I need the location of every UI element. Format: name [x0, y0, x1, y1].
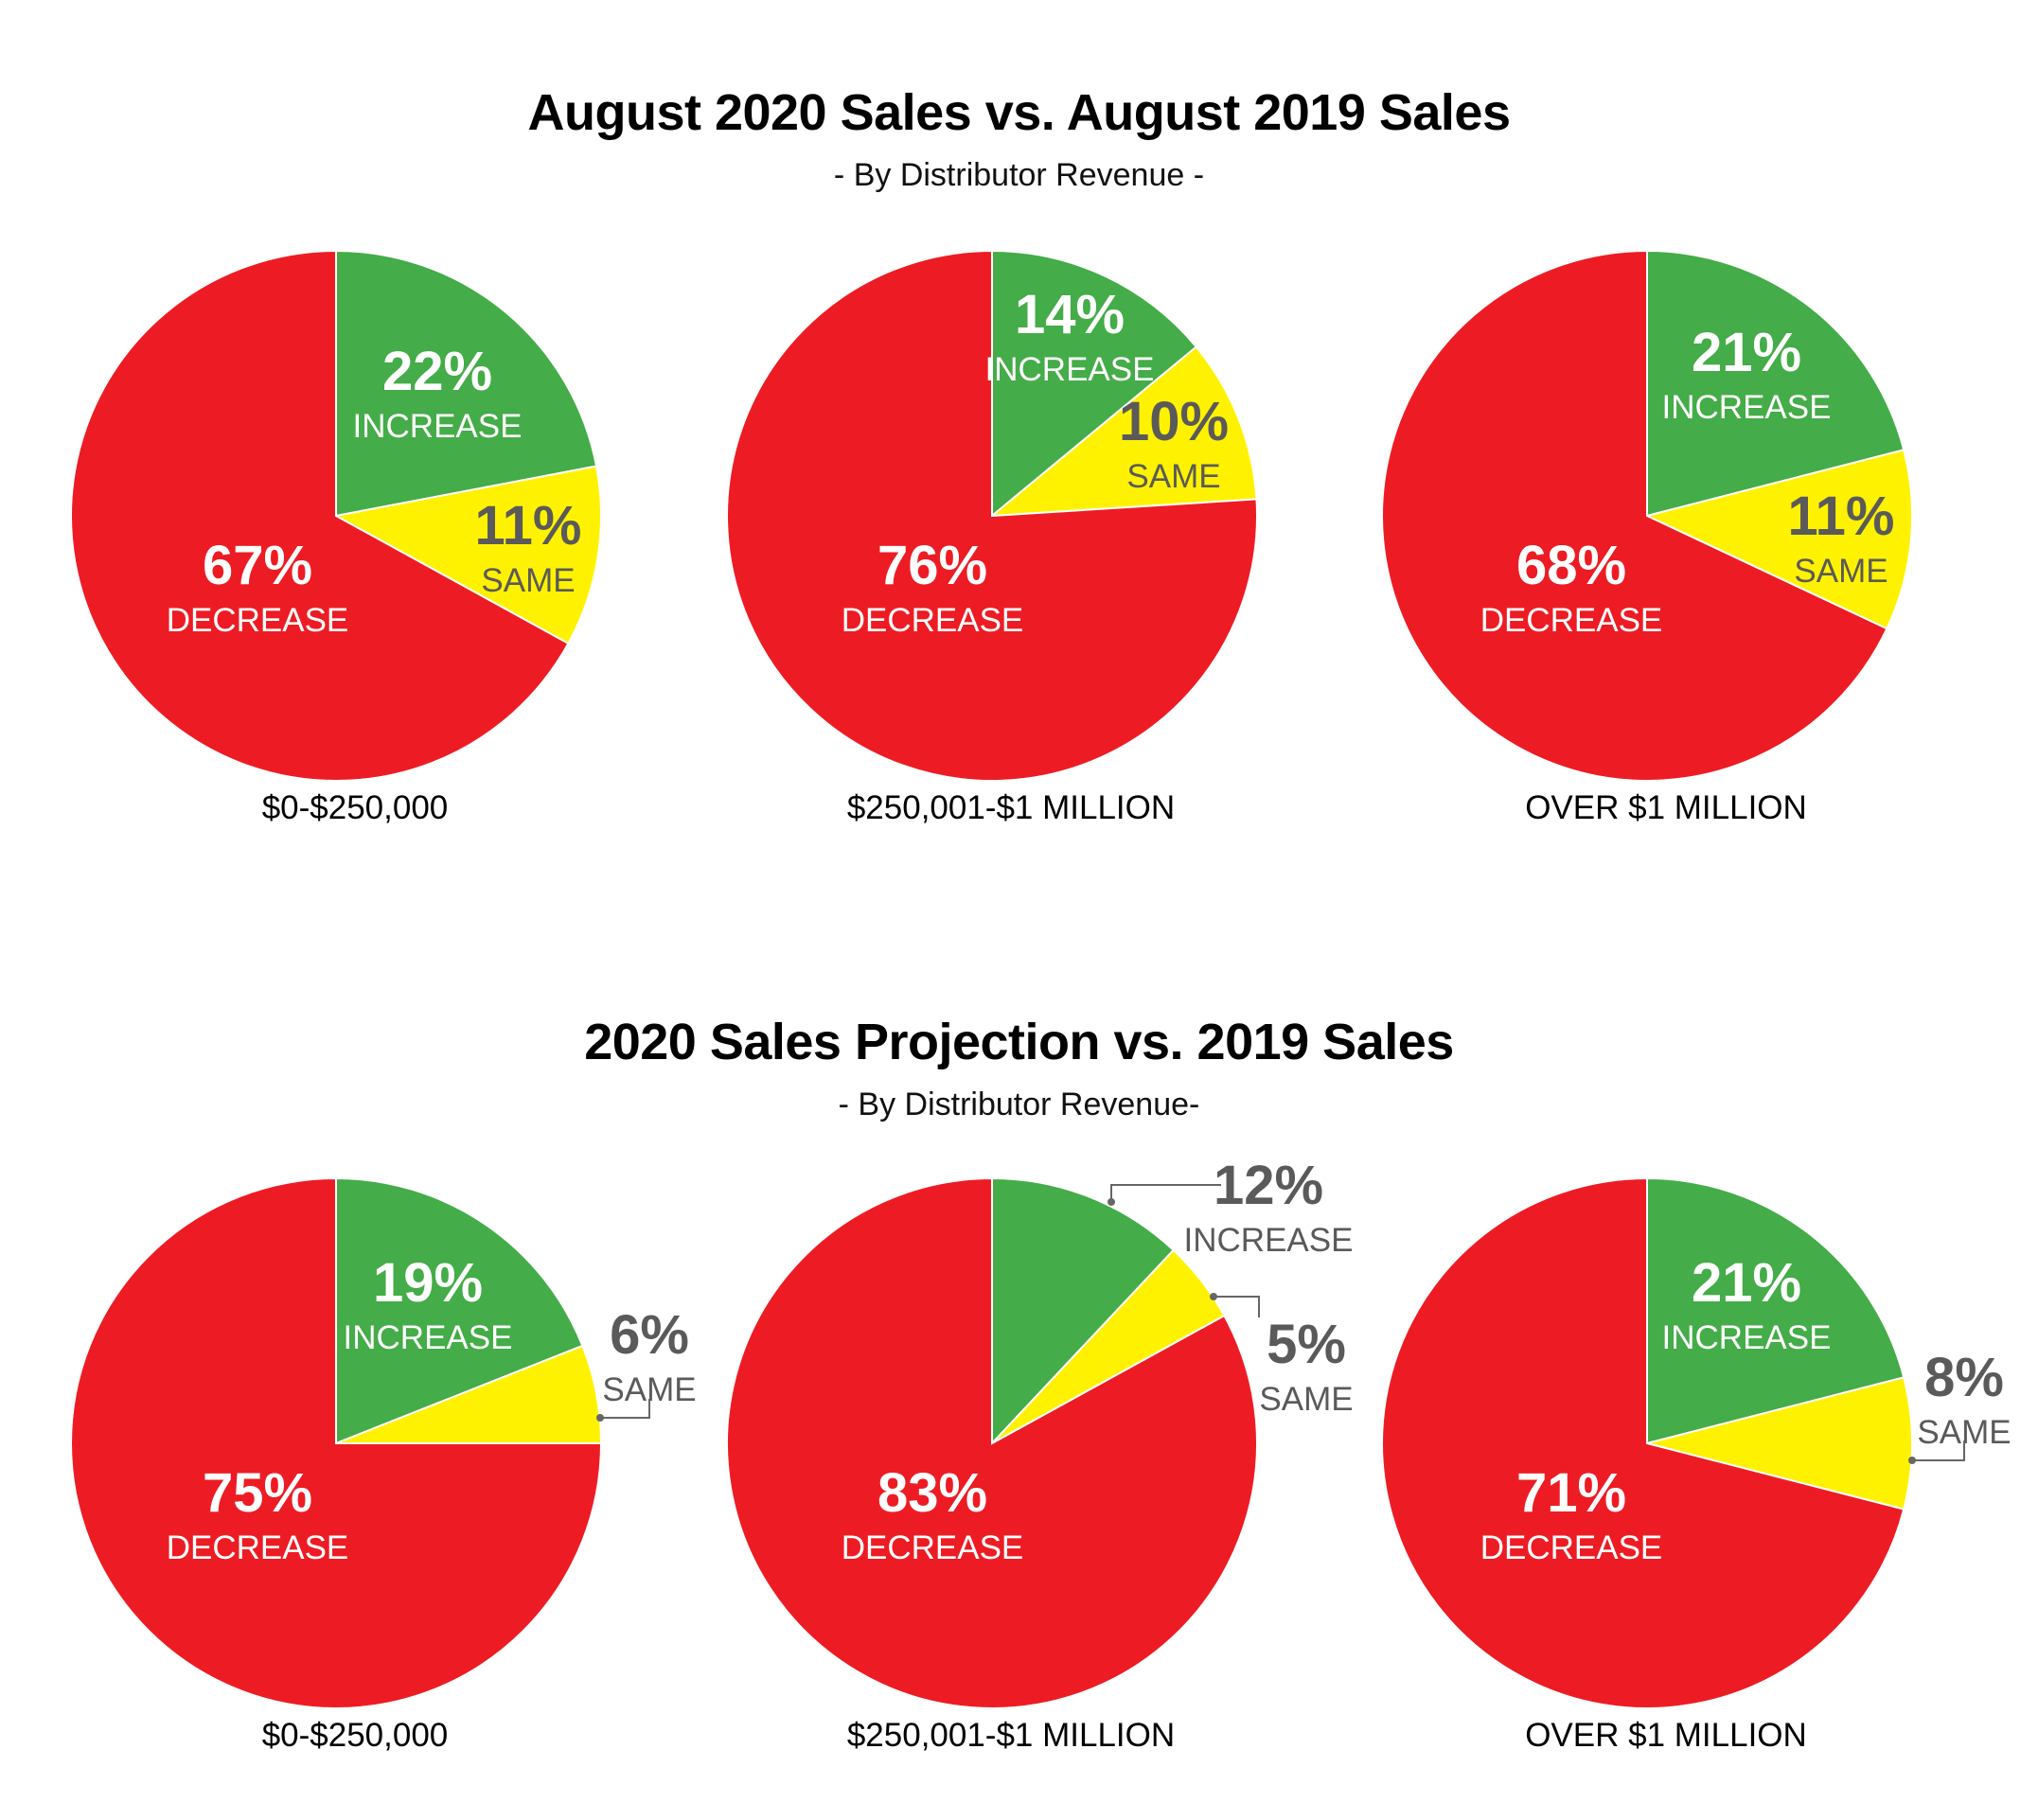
- slice-label-increase: INCREASE: [353, 408, 523, 445]
- slice-percent-increase: 12%: [1214, 1155, 1323, 1216]
- pie-chart-1: 22% INCREASE 11% SAME 67% DECREASE $0-$250,000: [70, 249, 602, 826]
- pie-slice-decrease: [1381, 249, 1888, 782]
- pie-slice-increase: [1646, 249, 1905, 518]
- slice-label-same: SAME: [1259, 1381, 1353, 1418]
- pie-slice-increase: [991, 1176, 1176, 1446]
- slice-percent-decrease: 71%: [1516, 1462, 1626, 1524]
- slice-label-same: SAME: [1794, 553, 1887, 590]
- section-title-august: August 2020 Sales vs. August 2019 Sales: [527, 84, 1511, 141]
- slice-label-increase: INCREASE: [1662, 389, 1832, 426]
- slice-label-decrease: DECREASE: [842, 1529, 1024, 1566]
- pie-slice-increase: [335, 1176, 584, 1445]
- slice-label-increase: INCREASE: [1662, 1319, 1832, 1356]
- leader-dot-same: [1908, 1457, 1916, 1464]
- slice-label-same: SAME: [481, 562, 575, 599]
- slice-percent-same: 8%: [1924, 1347, 2004, 1408]
- slice-percent-increase: 14%: [1015, 284, 1125, 345]
- section-subtitle-august: - By Distributor Revenue -: [833, 157, 1205, 193]
- pie-chart-5: 12% INCREASE 5% SAME 83% DECREASE $250,001-$1 …: [726, 1155, 1354, 1754]
- pie-category-label: $0-$250,000: [262, 789, 449, 826]
- pie-slice-decrease: [726, 249, 1258, 782]
- pie-category-label: OVER $1 MILLION: [1525, 1717, 1807, 1754]
- leader-dot-same: [1210, 1293, 1217, 1300]
- pie-slice-decrease: [726, 1176, 1258, 1709]
- slice-label-same: SAME: [1126, 458, 1220, 495]
- pie-category-label: $250,001-$1 MILLION: [847, 1717, 1175, 1754]
- slice-label-decrease: DECREASE: [1480, 1529, 1663, 1566]
- slice-percent-same: 11%: [475, 495, 582, 557]
- pie-slice-increase: [991, 249, 1198, 519]
- pie-slice-same: [333, 465, 602, 645]
- pie-slice-increase: [1646, 1176, 1905, 1445]
- slice-percent-same: 11%: [1788, 486, 1895, 547]
- leader-dot-same: [596, 1414, 604, 1422]
- slice-percent-increase: 21%: [1692, 322, 1801, 383]
- slice-percent-decrease: 76%: [877, 535, 987, 596]
- leader-line-same: [1214, 1296, 1260, 1317]
- leader-line-same: [1912, 1440, 1965, 1461]
- slice-percent-increase: 19%: [373, 1252, 483, 1314]
- slice-percent-increase: 22%: [382, 341, 492, 402]
- pie-slice-decrease: [70, 1176, 603, 1709]
- slice-label-increase: INCREASE: [344, 1319, 513, 1356]
- slice-label-decrease: DECREASE: [842, 602, 1024, 639]
- slice-label-increase: INCREASE: [985, 351, 1155, 388]
- slice-percent-decrease: 83%: [877, 1462, 987, 1524]
- pie-chart-3: 21% INCREASE 11% SAME 68% DECREASE OVER $1 MIL…: [1381, 249, 1913, 826]
- slice-percent-same: 6%: [610, 1304, 689, 1366]
- slice-label-decrease: DECREASE: [167, 602, 349, 639]
- pie-slice-decrease: [70, 249, 570, 782]
- pie-slice-same: [988, 345, 1258, 518]
- slice-percent-decrease: 67%: [203, 535, 312, 596]
- pie-category-label: $250,001-$1 MILLION: [847, 789, 1175, 826]
- slice-label-decrease: DECREASE: [167, 1529, 349, 1566]
- leader-line-same: [600, 1399, 650, 1419]
- section-subtitle-projection: - By Distributor Revenue-: [838, 1087, 1200, 1122]
- pie-category-label: OVER $1 MILLION: [1525, 789, 1807, 826]
- pie-category-label: $0-$250,000: [262, 1717, 449, 1754]
- slice-percent-increase: 21%: [1692, 1252, 1801, 1314]
- section-title-projection: 2020 Sales Projection vs. 2019 Sales: [584, 1014, 1454, 1070]
- slice-percent-same: 5%: [1267, 1314, 1346, 1375]
- pie-slice-same: [1644, 449, 1913, 630]
- slice-percent-decrease: 68%: [1516, 535, 1626, 596]
- slice-label-increase: INCREASE: [1184, 1222, 1354, 1259]
- slice-label-decrease: DECREASE: [1480, 602, 1663, 639]
- slice-percent-same: 10%: [1119, 391, 1229, 452]
- leader-dot-inc: [1108, 1198, 1115, 1206]
- slice-percent-decrease: 75%: [203, 1462, 312, 1524]
- pie-slice-increase: [335, 249, 598, 518]
- leader-line-inc: [1110, 1184, 1221, 1202]
- pie-slice-decrease: [1381, 1176, 1905, 1709]
- pie-slice-same: [1646, 1376, 1913, 1511]
